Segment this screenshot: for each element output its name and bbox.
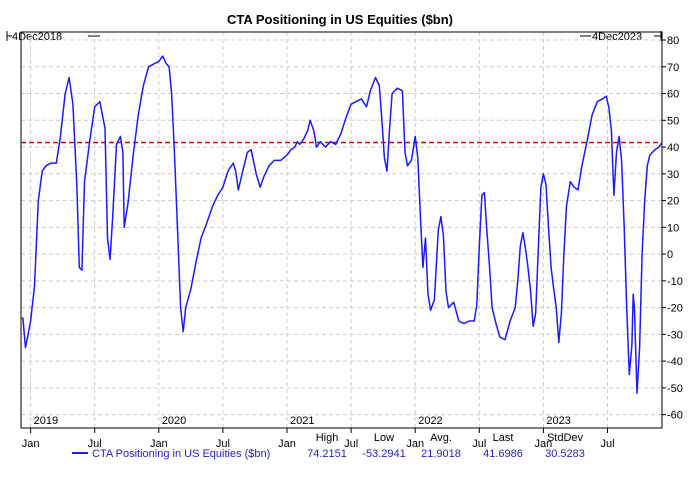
y-axis: 80 70 60 50 40 30 20 10 0 -10 -20 -30 -40 -50 -60: [662, 35, 683, 422]
stat-header: StdDev: [547, 432, 584, 444]
y-tick-label: -60: [667, 410, 683, 422]
series-line: [21, 55, 663, 394]
x-tick-label: Jul: [88, 438, 102, 450]
y-tick-label: -40: [667, 356, 683, 368]
y-tick-label: 80: [667, 35, 679, 47]
stat-header: Low: [374, 432, 394, 444]
range-end-label: 4Dec2023: [592, 31, 642, 43]
x-tick-label: Jan: [278, 438, 296, 450]
x-tick-label: Jul: [600, 438, 614, 450]
y-tick-label: 70: [667, 62, 679, 74]
stat-header: Last: [493, 432, 514, 444]
stat-value: 41.6986: [483, 448, 523, 460]
year-label: 2023: [546, 415, 570, 427]
plot-frame: [20, 31, 663, 429]
legend-label: CTA Positioning in US Equities ($bn): [92, 448, 270, 460]
y-tick-label: 10: [667, 222, 679, 234]
stat-value: -53.2941: [362, 448, 405, 460]
stat-header: Avg.: [430, 432, 452, 444]
y-tick-label: 50: [667, 115, 679, 127]
grid: [21, 32, 662, 428]
year-labels: 2019 2020 2021 2022 2023: [34, 415, 571, 427]
y-tick-label: 40: [667, 142, 679, 154]
year-label: 2019: [34, 415, 58, 427]
y-tick-label: -50: [667, 383, 683, 395]
y-tick-label: -30: [667, 329, 683, 341]
x-tick-label: Jul: [472, 438, 486, 450]
range-start-label: 4Dec2018: [12, 31, 62, 43]
stat-value: 30.5283: [545, 448, 585, 460]
chart-title: CTA Positioning in US Equities ($bn): [227, 12, 453, 27]
x-tick-label: Jul: [344, 438, 358, 450]
range-end-marker: 4Dec2023: [580, 31, 662, 43]
year-label: 2020: [162, 415, 186, 427]
series-group: [21, 55, 663, 394]
stats-table: High 74.2151 Low -53.2941 Avg. 21.9018 Last 41.…: [307, 432, 585, 460]
x-axis: Jan Jul Jan Jul Jan Jul Jan Jul Jan Jul: [22, 428, 615, 450]
y-tick-label: 0: [667, 249, 673, 261]
year-label: 2021: [290, 415, 314, 427]
x-tick-label: Jan: [22, 438, 40, 450]
y-tick-label: 60: [667, 89, 679, 101]
x-tick-label: Jan: [406, 438, 424, 450]
y-tick-label: -20: [667, 303, 683, 315]
y-tick-label: -10: [667, 276, 683, 288]
x-tick-label: Jan: [150, 438, 168, 450]
stat-header: High: [316, 432, 339, 444]
x-tick-label: Jul: [216, 438, 230, 450]
x-tick-label: Jan: [535, 438, 553, 450]
legend: CTA Positioning in US Equities ($bn): [72, 448, 270, 460]
stat-value: 21.9018: [421, 448, 461, 460]
year-label: 2022: [418, 415, 442, 427]
y-tick-label: 30: [667, 169, 679, 181]
y-tick-label: 20: [667, 196, 679, 208]
stat-value: 74.2151: [307, 448, 347, 460]
